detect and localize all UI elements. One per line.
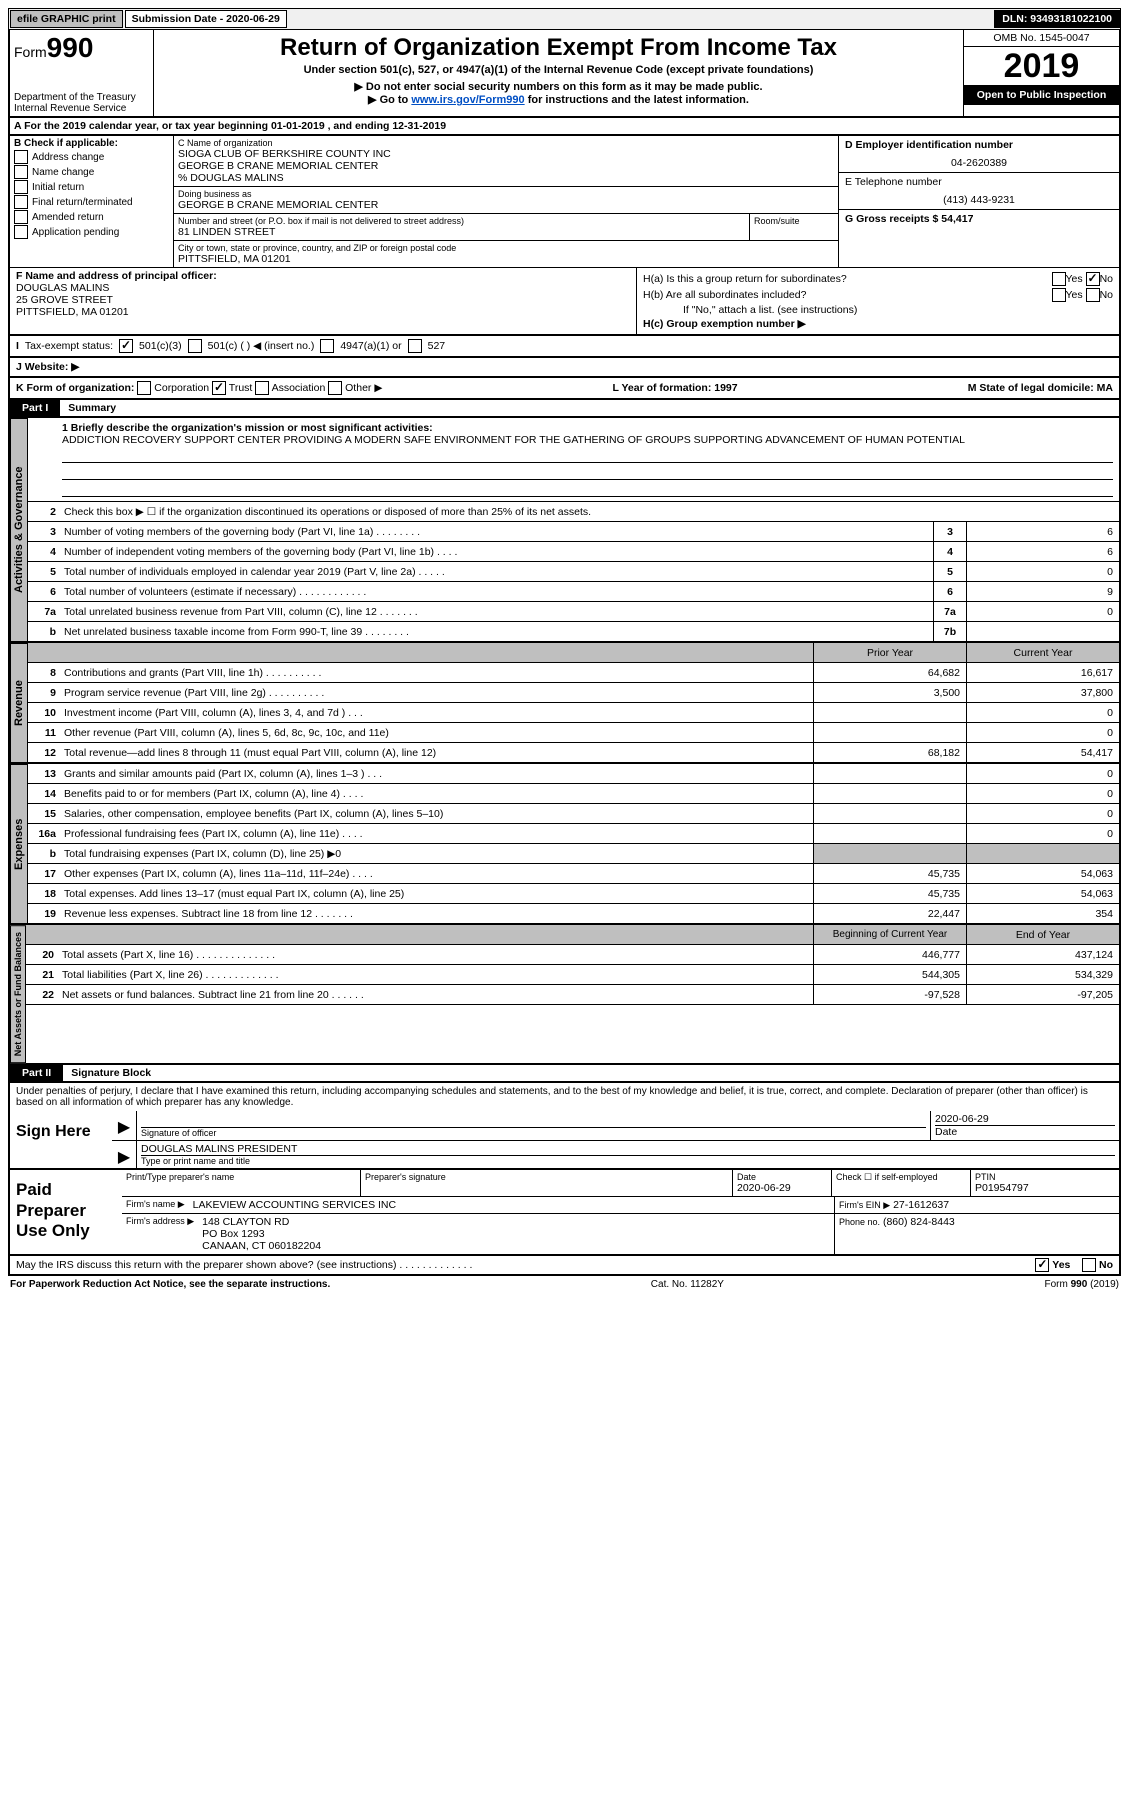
form-note2: ▶ Go to www.irs.gov/Form990 for instruct…	[160, 93, 957, 106]
org-name: SIOGA CLUB OF BERKSHIRE COUNTY INC	[178, 148, 834, 160]
form-note1: ▶ Do not enter social security numbers o…	[160, 80, 957, 93]
declaration-text: Under penalties of perjury, I declare th…	[8, 1083, 1121, 1111]
checkbox-ha-no[interactable]	[1086, 272, 1100, 286]
line-a: A For the 2019 calendar year, or tax yea…	[8, 118, 1121, 136]
checkbox-discuss-yes[interactable]	[1035, 1258, 1049, 1272]
table-row: 11Other revenue (Part VIII, column (A), …	[28, 723, 1119, 743]
city-state-zip: PITTSFIELD, MA 01201	[178, 253, 834, 265]
form-title: Return of Organization Exempt From Incom…	[160, 34, 957, 62]
table-row: 18Total expenses. Add lines 13–17 (must …	[28, 884, 1119, 904]
tax-year: 2019	[964, 47, 1119, 85]
checkbox-527[interactable]	[408, 339, 422, 353]
line-i: I Tax-exempt status: 501(c)(3) 501(c) ( …	[8, 336, 1121, 358]
street-address: 81 LINDEN STREET	[178, 226, 745, 238]
section-d: D Employer identification number 04-2620…	[838, 136, 1119, 267]
table-row: 22Net assets or fund balances. Subtract …	[26, 985, 1119, 1005]
dln-label: DLN: 93493181022100	[994, 10, 1120, 28]
checkbox-501c[interactable]	[188, 339, 202, 353]
table-row: 6Total number of volunteers (estimate if…	[28, 582, 1119, 602]
table-row: 9Program service revenue (Part VIII, lin…	[28, 683, 1119, 703]
efile-button[interactable]: efile GRAPHIC print	[10, 10, 123, 28]
discuss-row: May the IRS discuss this return with the…	[8, 1256, 1121, 1276]
open-public-badge: Open to Public Inspection	[964, 85, 1119, 105]
top-bar: efile GRAPHIC print Submission Date - 20…	[8, 8, 1121, 30]
omb-number: OMB No. 1545-0047	[964, 30, 1119, 47]
line-j: J Website: ▶	[8, 358, 1121, 378]
checkbox-initial-return[interactable]	[14, 180, 28, 194]
table-row: bNet unrelated business taxable income f…	[28, 622, 1119, 642]
checkbox-amended[interactable]	[14, 210, 28, 224]
table-row: 13Grants and similar amounts paid (Part …	[28, 764, 1119, 784]
tab-expenses: Expenses	[10, 764, 28, 924]
checkbox-app-pending[interactable]	[14, 225, 28, 239]
form-header: Form990 Department of the Treasury Inter…	[8, 30, 1121, 118]
page-footer: For Paperwork Reduction Act Notice, see …	[8, 1276, 1121, 1293]
part1-body: Activities & Governance 1 Briefly descri…	[8, 418, 1121, 642]
section-bcd: B Check if applicable: Address change Na…	[8, 136, 1121, 267]
tab-revenue: Revenue	[10, 643, 28, 763]
part2-header: Part II Signature Block	[8, 1065, 1121, 1083]
table-row: 14Benefits paid to or for members (Part …	[28, 784, 1119, 804]
checkbox-ha-yes[interactable]	[1052, 272, 1066, 286]
form990-link[interactable]: www.irs.gov/Form990	[411, 94, 524, 106]
table-row: 21Total liabilities (Part X, line 26) . …	[26, 965, 1119, 985]
arrow-icon: ▶	[112, 1111, 136, 1140]
table-row: 3Number of voting members of the governi…	[28, 522, 1119, 542]
arrow-icon: ▶	[112, 1141, 136, 1168]
line-k: K Form of organization: Corporation Trus…	[8, 378, 1121, 400]
section-fh: F Name and address of principal officer:…	[8, 267, 1121, 336]
table-row: 15Salaries, other compensation, employee…	[28, 804, 1119, 824]
checkbox-trust[interactable]	[212, 381, 226, 395]
section-b: B Check if applicable: Address change Na…	[10, 136, 174, 267]
section-f: F Name and address of principal officer:…	[10, 268, 636, 334]
checkbox-other[interactable]	[328, 381, 342, 395]
section-c: C Name of organization SIOGA CLUB OF BER…	[174, 136, 838, 267]
table-row: 5Total number of individuals employed in…	[28, 562, 1119, 582]
checkbox-final-return[interactable]	[14, 195, 28, 209]
table-row: 4Number of independent voting members of…	[28, 542, 1119, 562]
checkbox-assoc[interactable]	[255, 381, 269, 395]
checkbox-address-change[interactable]	[14, 150, 28, 164]
form-subtitle: Under section 501(c), 527, or 4947(a)(1)…	[160, 64, 957, 76]
submission-date: Submission Date - 2020-06-29	[125, 10, 287, 28]
checkbox-corp[interactable]	[137, 381, 151, 395]
table-row: 20Total assets (Part X, line 16) . . . .…	[26, 945, 1119, 965]
dept-label: Department of the Treasury Internal Reve…	[14, 92, 149, 114]
checkbox-name-artistic[interactable]	[14, 165, 28, 179]
ein-value: 04-2620389	[845, 157, 1113, 169]
table-row: 10Investment income (Part VIII, column (…	[28, 703, 1119, 723]
tab-net-assets: Net Assets or Fund Balances	[10, 925, 26, 1063]
line1-briefly: 1 Briefly describe the organization's mi…	[28, 418, 1119, 502]
form-number: Form990	[14, 32, 149, 64]
table-row: 7aTotal unrelated business revenue from …	[28, 602, 1119, 622]
table-row: 16aProfessional fundraising fees (Part I…	[28, 824, 1119, 844]
checkbox-discuss-no[interactable]	[1082, 1258, 1096, 1272]
checkbox-4947[interactable]	[320, 339, 334, 353]
table-row: bTotal fundraising expenses (Part IX, co…	[28, 844, 1119, 864]
gross-receipts: G Gross receipts $ 54,417	[845, 213, 973, 225]
table-row: 8Contributions and grants (Part VIII, li…	[28, 663, 1119, 683]
table-row: 12Total revenue—add lines 8 through 11 (…	[28, 743, 1119, 763]
sign-here-block: Sign Here ▶ Signature of officer 2020-06…	[8, 1111, 1121, 1170]
table-row: 19Revenue less expenses. Subtract line 1…	[28, 904, 1119, 924]
checkbox-501c3[interactable]	[119, 339, 133, 353]
section-h: H(a) Is this a group return for subordin…	[636, 268, 1119, 334]
table-row: 17Other expenses (Part IX, column (A), l…	[28, 864, 1119, 884]
checkbox-hb-yes[interactable]	[1052, 288, 1066, 302]
tab-governance: Activities & Governance	[10, 418, 28, 642]
paid-preparer-block: Paid Preparer Use Only Print/Type prepar…	[8, 1170, 1121, 1256]
dba-name: GEORGE B CRANE MEMORIAL CENTER	[178, 199, 834, 211]
checkbox-hb-no[interactable]	[1086, 288, 1100, 302]
part1-header: Part I Summary	[8, 400, 1121, 418]
phone-value: (413) 443-9231	[845, 194, 1113, 206]
